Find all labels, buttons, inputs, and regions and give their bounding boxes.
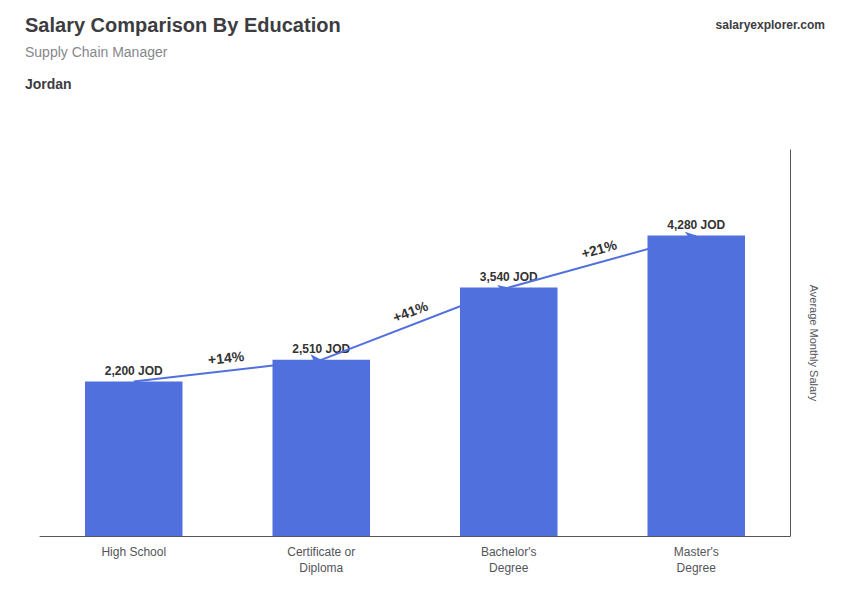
svg-text:3,540 JOD: 3,540 JOD [479, 269, 538, 284]
svg-text:Average Monthly Salary: Average Monthly Salary [808, 285, 820, 402]
svg-text:Certificate or: Certificate or [287, 545, 355, 559]
svg-text:4,280 JOD: 4,280 JOD [667, 218, 725, 232]
svg-text:Degree: Degree [677, 561, 717, 575]
svg-text:Diploma: Diploma [299, 561, 343, 575]
svg-text:Degree: Degree [489, 561, 529, 575]
svg-text:Master's: Master's [674, 545, 719, 559]
svg-text:Jordan: Jordan [25, 76, 72, 92]
svg-text:+41%: +41% [391, 297, 431, 325]
svg-text:2,200 JOD: 2,200 JOD [105, 364, 163, 378]
svg-text:+14%: +14% [207, 348, 245, 368]
svg-text:+21%: +21% [579, 236, 619, 261]
svg-text:salaryexplorer.com: salaryexplorer.com [716, 18, 825, 32]
svg-text:2,510 JOD: 2,510 JOD [292, 342, 350, 356]
svg-text:Supply Chain Manager: Supply Chain Manager [25, 44, 168, 60]
svg-text:High School: High School [101, 545, 166, 559]
svg-text:Salary Comparison By Education: Salary Comparison By Education [25, 14, 341, 36]
svg-text:Bachelor's: Bachelor's [481, 545, 537, 559]
